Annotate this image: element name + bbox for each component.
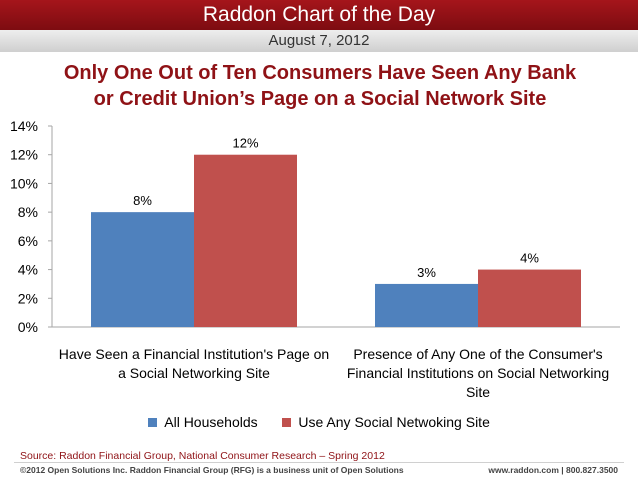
legend-item-social-users: Use Any Social Netwoking Site xyxy=(281,414,490,430)
footer-bar: ©2012 Open Solutions Inc. Raddon Financi… xyxy=(14,462,624,477)
y-tick-label: 14% xyxy=(10,118,38,134)
contact-info: www.raddon.com | 800.827.3500 xyxy=(488,465,618,475)
y-tick-label: 2% xyxy=(18,290,38,306)
y-tick-label: 6% xyxy=(18,233,38,249)
bar-value-label: 4% xyxy=(520,251,539,266)
chart-legend: All Households Use Any Social Netwoking … xyxy=(0,414,638,430)
y-tick-label: 10% xyxy=(10,175,38,191)
chart-banner: Raddon Chart of the Day xyxy=(0,0,638,30)
y-tick-label: 12% xyxy=(10,147,38,163)
legend-swatch-red xyxy=(281,418,291,427)
y-tick-label: 4% xyxy=(18,262,38,278)
x-category-label-1: Have Seen a Financial Institution's Page… xyxy=(58,346,330,381)
headline-line-2: or Credit Union’s Page on a Social Netwo… xyxy=(93,88,547,110)
bar-value-label: 3% xyxy=(417,265,436,280)
chart-date: August 7, 2012 xyxy=(268,32,370,49)
bar-value-label: 8% xyxy=(133,193,152,208)
chart-headline: Only One Out of Ten Consumers Have Seen … xyxy=(20,60,620,112)
legend-label-all-households: All Households xyxy=(164,414,258,430)
bar xyxy=(375,283,478,327)
y-tick-label: 8% xyxy=(18,204,38,220)
data-labels: 8% 12% 3% 4% xyxy=(133,136,539,280)
bar xyxy=(194,154,297,327)
banner-title: Raddon Chart of the Day xyxy=(202,3,436,26)
bar xyxy=(91,212,194,327)
copyright-text: ©2012 Open Solutions Inc. Raddon Financi… xyxy=(20,465,404,475)
source-note: Source: Raddon Financial Group, National… xyxy=(20,450,385,462)
y-tick-label: 0% xyxy=(18,319,38,335)
date-bar: August 7, 2012 xyxy=(0,30,638,52)
bars xyxy=(91,154,581,327)
legend-item-all-households: All Households xyxy=(148,414,258,430)
legend-label-social-users: Use Any Social Netwoking Site xyxy=(298,414,490,430)
headline-line-1: Only One Out of Ten Consumers Have Seen … xyxy=(63,62,577,84)
bar-value-label: 12% xyxy=(232,136,258,151)
bar xyxy=(478,269,581,327)
x-category-label-2: Presence of Any One of the Consumer's Fi… xyxy=(346,346,610,400)
legend-swatch-blue xyxy=(148,418,158,427)
